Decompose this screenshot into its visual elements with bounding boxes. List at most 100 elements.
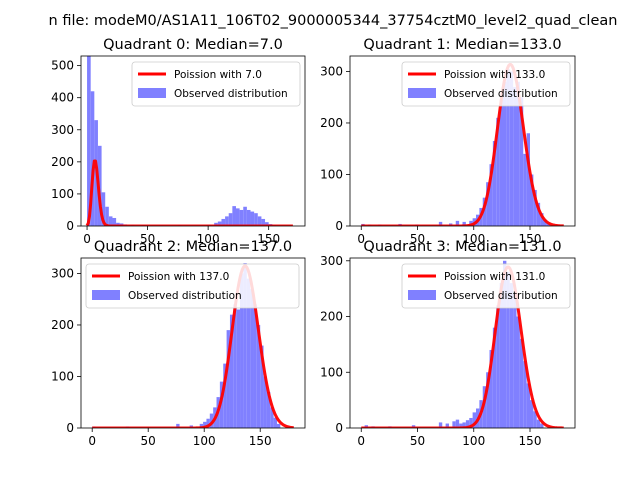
- histogram-bar: [105, 206, 109, 226]
- subplot-title: Quadrant 2: Median=137.0: [94, 239, 292, 255]
- histogram-bar: [530, 174, 534, 226]
- histogram-bar: [108, 216, 113, 226]
- x-tick-label: 150: [519, 434, 542, 448]
- histogram-bar: [199, 423, 204, 428]
- histogram-bar: [273, 417, 277, 428]
- histogram-bar: [243, 263, 247, 428]
- histogram-bar: [506, 68, 510, 226]
- histogram-bar: [452, 421, 456, 428]
- histogram-bar: [219, 381, 224, 428]
- legend-label-observed: Observed distribution: [444, 88, 558, 100]
- histogram-bar: [509, 71, 514, 226]
- histogram-bar: [256, 324, 261, 428]
- x-tick-label: 150: [519, 232, 542, 246]
- histogram-bar: [536, 419, 541, 428]
- histogram-bar: [445, 423, 449, 428]
- histogram-bar: [250, 211, 255, 226]
- histogram-bar: [270, 407, 274, 428]
- legend-patch-swatch: [408, 290, 436, 300]
- x-tick-label: 0: [88, 434, 96, 448]
- histogram-bar: [462, 221, 466, 226]
- axes-frame: [349, 55, 576, 227]
- legend: Poission with 137.0 Observed distribution: [85, 263, 300, 309]
- legend-box: [401, 263, 571, 309]
- axes-frame: [80, 257, 306, 429]
- legend-box: [85, 263, 300, 309]
- histogram-bar: [509, 283, 514, 428]
- histogram-bar: [482, 197, 487, 226]
- histogram-bar: [489, 349, 493, 428]
- histogram-bar: [540, 213, 544, 226]
- histogram-bar: [253, 304, 257, 428]
- x-tick-label: 50: [410, 232, 425, 246]
- histogram-bar: [116, 222, 120, 226]
- plot-area: [360, 62, 565, 226]
- histogram-bar: [240, 273, 244, 428]
- histogram-bar: [263, 376, 267, 428]
- y-tick-label: 400: [51, 91, 74, 105]
- legend-label-poisson: Poission with 137.0: [128, 271, 229, 283]
- y-tick-label: 100: [51, 187, 74, 201]
- y-tick-label: 100: [51, 369, 74, 383]
- figure-suptitle: n file: modeM0/AS1A11_106T02_9000005344_…: [49, 13, 618, 29]
- histogram-bar: [499, 283, 503, 428]
- histogram-bar: [526, 133, 530, 226]
- x-tick-label: 50: [141, 434, 156, 448]
- histogram-bar: [533, 411, 537, 428]
- histogram-bar: [265, 222, 269, 226]
- subplot-quadrant-3: 0 50 100 150 0 100 200 300 Quadrant 3: Median=13…: [320, 239, 576, 448]
- subplot-title: Quadrant 3: Median=131.0: [363, 239, 561, 255]
- histogram-bar: [455, 220, 460, 226]
- histogram-bar: [223, 363, 227, 428]
- y-tick-label: 0: [66, 421, 74, 435]
- x-tick-label: 100: [462, 434, 485, 448]
- y-tick-label: 100: [320, 167, 343, 181]
- histogram-bar: [236, 309, 241, 428]
- subplot-title: Quadrant 1: Median=133.0: [363, 37, 561, 53]
- x-tick-label: 50: [140, 232, 155, 246]
- histogram-bar: [246, 209, 251, 226]
- legend: Poission with 131.0 Observed distribution: [401, 263, 571, 309]
- histogram-bar: [465, 420, 470, 428]
- histogram-bar: [533, 189, 537, 226]
- y-tick-label: 0: [335, 421, 343, 435]
- plot-area: [85, 56, 294, 226]
- histogram-bar: [523, 361, 527, 428]
- legend-label-poisson: Poission with 133.0: [444, 69, 545, 81]
- legend-patch-swatch: [138, 88, 166, 98]
- poisson-curve: [85, 159, 294, 226]
- histogram-bar: [503, 260, 507, 428]
- y-tick-label: 200: [320, 116, 343, 130]
- histogram-bar: [540, 423, 544, 428]
- x-tick-label: 100: [193, 434, 216, 448]
- histogram-bar: [496, 305, 500, 428]
- legend-label-observed: Observed distribution: [174, 88, 288, 100]
- histogram-bar: [492, 141, 497, 226]
- y-tick-label: 300: [320, 64, 343, 78]
- histogram-bar: [506, 271, 510, 428]
- histogram-bar: [462, 422, 466, 428]
- y-tick-label: 0: [66, 219, 74, 233]
- axes-frame: [80, 55, 306, 227]
- histogram-bar: [226, 330, 230, 428]
- histogram-bar: [214, 222, 218, 226]
- histogram-bar: [221, 218, 226, 226]
- histogram-bar: [277, 423, 281, 428]
- histogram-bar: [250, 288, 254, 428]
- histogram-bar: [232, 206, 236, 226]
- y-tick-label: 300: [51, 123, 74, 137]
- histogram-bar: [486, 372, 490, 428]
- histogram-bar: [513, 86, 517, 226]
- y-tick-label: 500: [51, 59, 74, 73]
- histogram-bar: [235, 208, 240, 226]
- subplot-quadrant-2: 0 50 100 150 0 100 200 300 Quadrant 2: Median=13…: [51, 239, 306, 448]
- histogram-bar: [257, 216, 262, 226]
- histogram-bar: [90, 91, 95, 226]
- histogram-bar: [101, 192, 106, 226]
- histogram-bar: [530, 400, 534, 428]
- histogram-bar: [260, 345, 264, 428]
- histogram-bar: [438, 221, 443, 226]
- subplot-quadrant-0: 0 50 100 150 0 100 200 300 400 500 Quadrant 0: Med…: [51, 37, 306, 246]
